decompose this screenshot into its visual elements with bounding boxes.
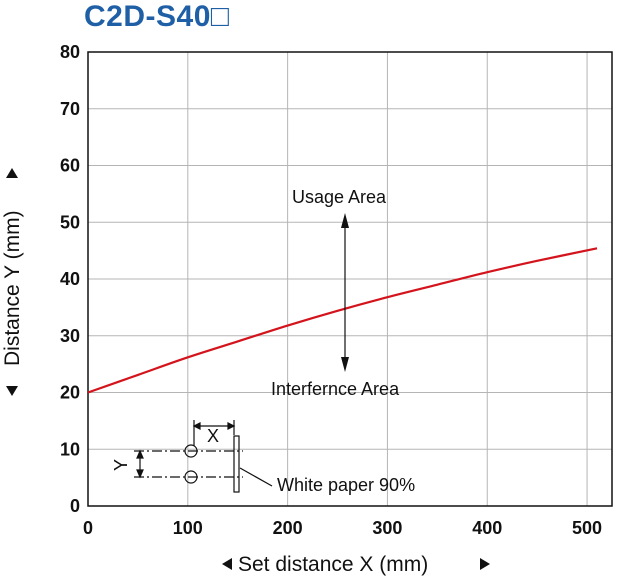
up-arrowhead-icon: [341, 213, 349, 228]
x-tick-label-1: 100: [173, 518, 203, 538]
plot-frame: [87, 51, 613, 507]
white-paper-target: [233, 435, 240, 493]
y-tick-label-4: 40: [60, 269, 80, 289]
up-arrow-icon: [6, 168, 18, 178]
y-tick-label-5: 50: [60, 212, 80, 232]
down-arrow-icon: [6, 386, 18, 396]
x-tick-label-3: 300: [372, 518, 402, 538]
y-tick-label-3: 30: [60, 326, 80, 346]
x-tick-label-2: 200: [273, 518, 303, 538]
x-tick-label-0: 0: [83, 518, 93, 538]
leader-line: [239, 467, 273, 487]
usage-area-label: Usage Area: [292, 187, 387, 207]
x-axis-label: Set distance X (mm): [238, 553, 428, 576]
y-tick-label-0: 0: [70, 496, 80, 516]
right-arrow-icon: [480, 558, 490, 570]
down-arrowhead-icon: [341, 357, 349, 372]
left-arrow-icon: [222, 558, 232, 570]
y-tick-labels: 0 10 20 30 40 50 60 70 80: [60, 42, 80, 516]
inset-diagram: [134, 420, 273, 493]
interference-area-label: Interfernce Area: [271, 379, 400, 399]
series-line: [87, 247, 598, 394]
y-dim-down-arrow-icon: [136, 469, 144, 479]
y-tick-label-8: 80: [60, 42, 80, 62]
y-dim-up-arrow-icon: [136, 449, 144, 459]
inset-x-label: X: [207, 426, 219, 446]
x-dim-left-arrow-icon: [192, 422, 201, 430]
x-tick-labels: 0 100 200 300 400 500: [83, 518, 602, 538]
y-tick-label-1: 10: [60, 439, 80, 459]
x-dim-right-arrow-icon: [227, 422, 236, 430]
y-axis-title: Distance Y (mm): [1, 168, 24, 396]
inset-y-label: Y: [111, 459, 131, 471]
y-tick-label-6: 60: [60, 156, 80, 176]
x-tick-label-5: 500: [572, 518, 602, 538]
y-tick-label-2: 20: [60, 383, 80, 403]
grid: [88, 52, 612, 506]
y-axis-label: Distance Y (mm): [1, 210, 24, 366]
x-axis-title: Set distance X (mm): [222, 553, 490, 576]
white-paper-label: White paper 90%: [277, 475, 415, 495]
chart-title: C2D-S40□: [84, 0, 230, 33]
x-tick-label-4: 400: [472, 518, 502, 538]
y-tick-label-7: 70: [60, 99, 80, 119]
